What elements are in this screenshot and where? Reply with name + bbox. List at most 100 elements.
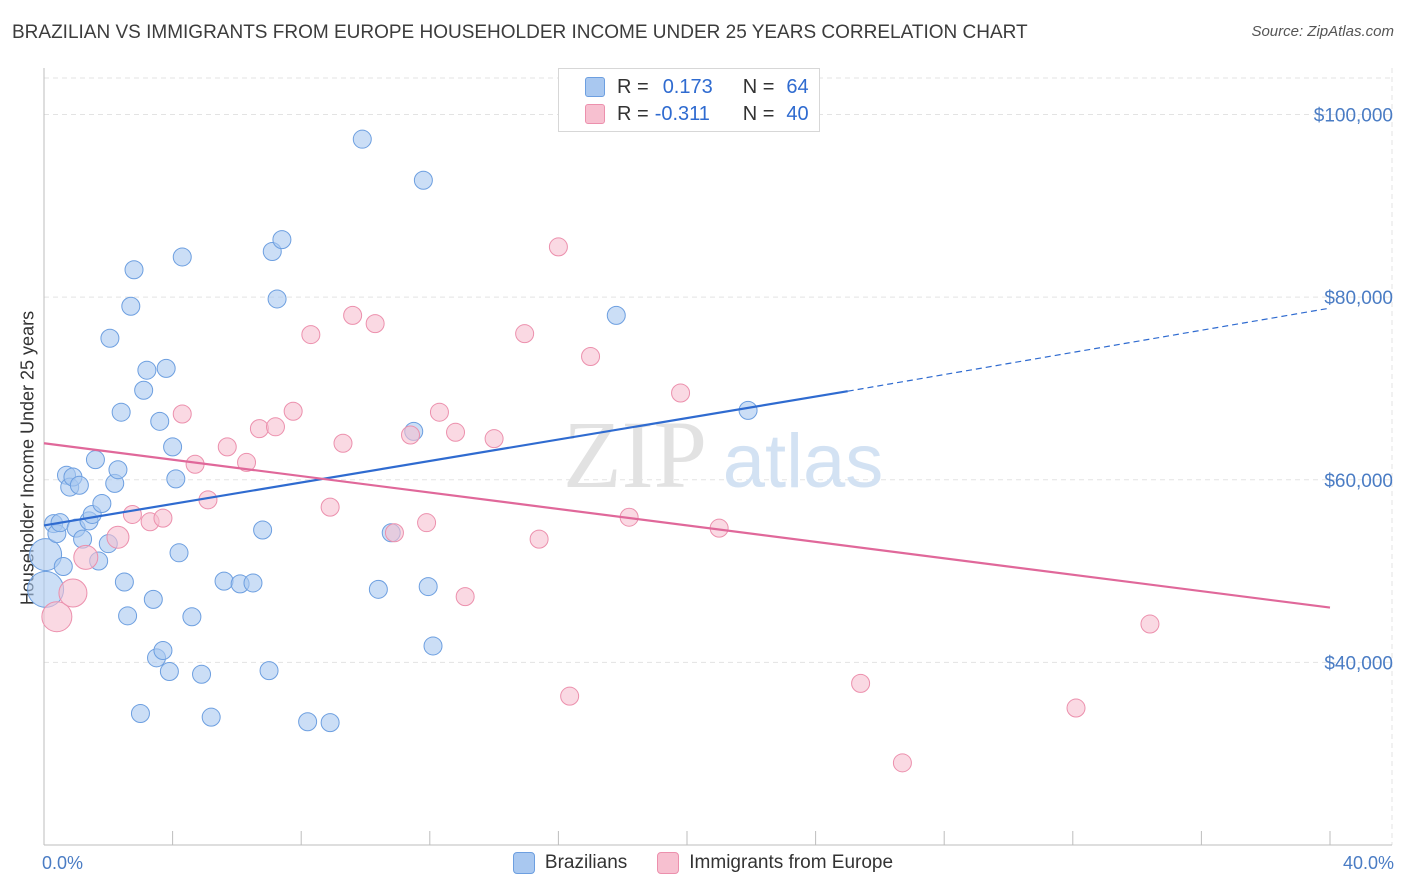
data-point <box>214 571 234 591</box>
data-point <box>446 422 466 442</box>
trend-lines <box>43 307 1331 609</box>
data-point <box>343 305 363 325</box>
data-point <box>114 572 134 592</box>
data-point <box>298 712 318 732</box>
data-point <box>253 520 273 540</box>
data-point <box>417 513 437 533</box>
data-point <box>134 380 154 400</box>
r-label: R = <box>617 102 649 125</box>
trend-line-extension <box>847 307 1331 392</box>
data-point <box>529 529 549 549</box>
trend-line-brazilians <box>43 390 848 527</box>
legend-label-immigrants: Immigrants from Europe <box>689 852 894 873</box>
data-point <box>121 296 141 316</box>
data-point <box>249 419 269 439</box>
data-point <box>182 607 202 627</box>
data-point <box>169 543 189 563</box>
data-point <box>153 641 173 661</box>
data-point <box>137 360 157 380</box>
x-tick-label: 40.0% <box>1343 853 1394 873</box>
data-point <box>92 494 112 514</box>
series-legend: Brazilians Immigrants from Europe <box>0 852 1406 874</box>
watermark-atlas: atlas <box>723 419 884 504</box>
n-value: 64 <box>786 75 809 98</box>
gridlines <box>44 68 1393 845</box>
n-label: N = <box>742 102 775 125</box>
data-point <box>283 401 303 421</box>
chart-source: Source: ZipAtlas.com <box>1251 23 1394 40</box>
data-point <box>111 402 131 422</box>
data-point <box>272 230 292 250</box>
data-point <box>301 325 321 345</box>
tick-labels: $40,000 $60,000 $80,000 $100,000 0.0% 40.0% <box>42 106 1394 873</box>
data-point <box>163 437 183 457</box>
r-value: -0.311 <box>654 102 710 125</box>
data-point <box>118 606 138 626</box>
legend-item-immigrants: Immigrants from Europe <box>657 852 893 874</box>
data-point <box>153 508 173 528</box>
y-tick-label: $100,000 <box>1314 106 1393 127</box>
data-point <box>484 429 504 449</box>
legend-swatch-immigrants <box>657 852 680 874</box>
data-point <box>172 404 192 424</box>
data-point <box>29 538 63 572</box>
data-point <box>1140 614 1160 634</box>
r-label: R = <box>617 75 649 98</box>
data-point <box>122 504 142 524</box>
data-point <box>108 460 128 480</box>
data-point <box>143 589 163 609</box>
chart-title: BRAZILIAN VS IMMIGRANTS FROM EUROPE HOUS… <box>12 22 1028 43</box>
data-point <box>130 704 150 724</box>
legend-item-brazilians: Brazilians <box>512 852 628 874</box>
data-point <box>124 260 144 280</box>
data-point <box>548 237 568 257</box>
data-point <box>156 358 176 378</box>
data-point <box>69 475 89 495</box>
trend-line-immigrants <box>43 442 1331 609</box>
data-point <box>166 469 186 489</box>
data-point <box>100 328 120 348</box>
series-points <box>27 129 1160 773</box>
data-point <box>53 557 73 577</box>
data-point <box>150 411 170 431</box>
data-point <box>259 661 279 681</box>
data-point <box>671 383 691 403</box>
n-value: 40 <box>786 102 809 125</box>
data-point <box>320 497 340 517</box>
data-point <box>368 579 388 599</box>
data-point <box>172 247 192 267</box>
data-point <box>267 289 287 309</box>
y-tick-label: $40,000 <box>1324 653 1393 674</box>
data-point <box>192 664 212 684</box>
legend-row-immigrants: R = -0.311 N = 40 <box>585 102 809 126</box>
y-tick-label: $60,000 <box>1324 471 1393 492</box>
data-point <box>606 305 626 325</box>
legend-label-brazilians: Brazilians <box>544 852 628 873</box>
data-point <box>738 400 758 420</box>
data-point <box>217 437 237 457</box>
x-tick-label: 0.0% <box>42 853 83 873</box>
data-point <box>159 662 179 682</box>
data-point <box>560 686 580 706</box>
data-point <box>418 577 438 597</box>
data-point <box>58 578 88 608</box>
data-point <box>201 707 221 727</box>
data-point <box>401 425 421 445</box>
y-tick-label: $80,000 <box>1324 288 1393 309</box>
watermark-zip: ZIP <box>563 401 707 508</box>
data-point <box>515 324 535 344</box>
stats-legend: R = 0.173 N = 64 R = -0.311 N = 40 <box>558 68 820 132</box>
axes <box>43 68 1392 846</box>
data-point <box>106 525 130 549</box>
data-point <box>581 346 601 366</box>
data-point <box>333 433 353 453</box>
legend-swatch-brazilians <box>585 77 605 97</box>
data-point <box>892 753 912 773</box>
data-point <box>265 417 285 437</box>
data-point <box>41 601 73 633</box>
r-value: 0.173 <box>662 75 713 98</box>
data-point <box>413 170 433 190</box>
legend-row-brazilians: R = 0.173 N = 64 <box>585 75 809 99</box>
data-point <box>423 636 443 656</box>
